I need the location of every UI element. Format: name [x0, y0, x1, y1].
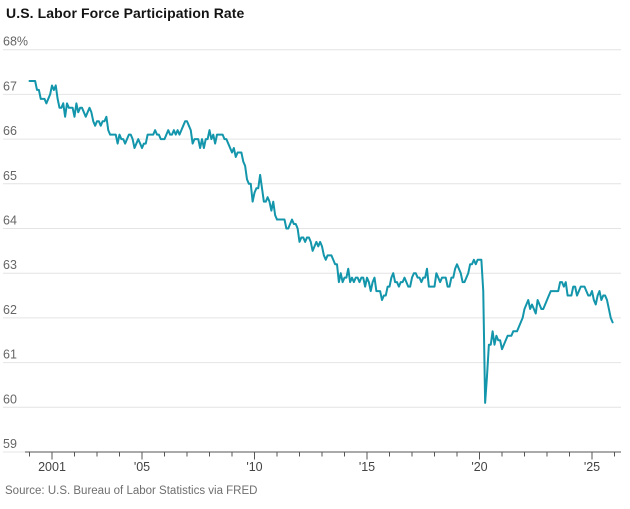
y-axis-label: 64	[3, 214, 17, 228]
y-axis-label: 67	[3, 79, 17, 93]
y-axis-label: 61	[3, 348, 17, 362]
y-axis-label: 62	[3, 303, 17, 317]
x-axis-label: '10	[246, 460, 262, 474]
y-axis-label: 63	[3, 258, 17, 272]
x-axis-label: '15	[359, 460, 375, 474]
source-note: Source: U.S. Bureau of Labor Statistics …	[5, 485, 258, 497]
x-axis-label: '05	[134, 460, 150, 474]
y-axis-label: 65	[3, 169, 17, 183]
y-axis-label: 59	[3, 437, 17, 451]
y-axis-label: 68%	[3, 35, 28, 49]
x-axis-label: '25	[584, 460, 600, 474]
data-line	[28, 79, 614, 404]
y-axis-label: 60	[3, 392, 17, 406]
y-axis-label: 66	[3, 124, 17, 138]
x-axis-label: 2001	[38, 460, 66, 474]
chart-title: U.S. Labor Force Participation Rate	[6, 5, 245, 21]
x-axis-label: '20	[471, 460, 487, 474]
